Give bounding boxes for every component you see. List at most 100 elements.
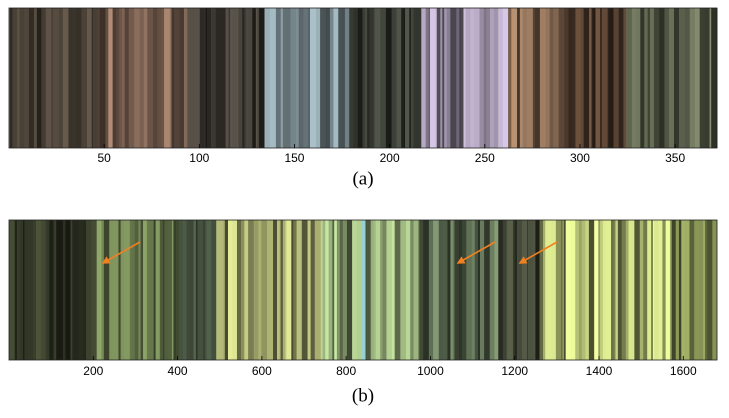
stripe — [440, 8, 443, 148]
image-frame — [8, 7, 718, 149]
stripe — [532, 220, 536, 360]
stripe — [212, 220, 217, 360]
stripe — [138, 220, 141, 360]
stripe — [493, 8, 499, 148]
panel: 200 400 600 800 1000 1200 1400 1600 (b) — [8, 219, 718, 406]
stripe — [12, 8, 18, 148]
stripe — [434, 8, 438, 148]
stripe — [540, 220, 544, 360]
stripe — [601, 8, 608, 148]
stripe — [598, 220, 600, 360]
stripe — [205, 8, 208, 148]
stripe — [157, 8, 162, 148]
stripe — [425, 8, 429, 148]
stripe — [83, 220, 87, 360]
stripe — [562, 220, 564, 360]
stripe — [17, 220, 21, 360]
stripe — [195, 220, 198, 360]
stripe — [24, 8, 30, 148]
stripe — [653, 8, 660, 148]
stripe — [285, 220, 287, 360]
stripe — [611, 220, 615, 360]
stripe — [248, 220, 250, 360]
stripe — [613, 8, 619, 148]
stripe — [447, 220, 451, 360]
stripe — [654, 220, 659, 360]
stripe — [242, 8, 245, 148]
stripe — [699, 8, 706, 148]
stripe — [595, 8, 601, 148]
stripe — [500, 220, 504, 360]
stripe — [101, 220, 105, 360]
stripe — [528, 220, 533, 360]
stripe — [96, 8, 101, 148]
stripe — [119, 8, 123, 148]
stripe — [91, 220, 97, 360]
stripe — [302, 220, 308, 360]
stripe — [298, 8, 304, 148]
stripe — [651, 220, 654, 360]
stripe — [466, 220, 473, 360]
stripe — [303, 8, 309, 148]
stripe — [689, 8, 696, 148]
stripe — [695, 8, 701, 148]
stripe — [446, 8, 451, 148]
stripe — [238, 8, 243, 148]
stripe — [278, 220, 281, 360]
stripe — [616, 220, 618, 360]
stripe — [310, 220, 316, 360]
panels: 50 100 150 200 250 300 350 (a) 200 400 600 800 1000 1… — [8, 7, 718, 406]
stripe — [249, 220, 253, 360]
stripe — [402, 8, 404, 148]
x-tick-label: 150 — [284, 151, 304, 165]
stripe — [618, 8, 624, 148]
stripe — [504, 220, 507, 360]
stripe — [631, 8, 637, 148]
stripe — [109, 220, 114, 360]
stripe — [332, 220, 335, 360]
stripe — [684, 8, 691, 148]
stripe — [386, 220, 393, 360]
stripe — [91, 8, 94, 148]
stripe — [96, 220, 102, 360]
stripe — [46, 220, 50, 360]
stripe — [704, 8, 710, 148]
stripe — [444, 220, 448, 360]
stripe — [254, 220, 259, 360]
stripe — [344, 8, 350, 148]
stripe — [675, 220, 680, 360]
stripe — [539, 220, 541, 360]
stripe — [465, 8, 471, 148]
stripe — [269, 8, 277, 148]
stripe — [628, 220, 635, 360]
stripe — [558, 8, 565, 148]
stripe — [471, 220, 476, 360]
stripe — [375, 8, 381, 148]
stripe — [247, 8, 253, 148]
stripe — [315, 8, 321, 148]
stripe — [511, 8, 518, 148]
stripe — [244, 8, 247, 148]
stripe — [712, 220, 718, 360]
stripe — [401, 8, 403, 148]
stripe — [357, 8, 363, 148]
stripe — [532, 8, 536, 148]
stripe — [40, 220, 46, 360]
stripe — [277, 220, 279, 360]
stripe — [295, 8, 300, 148]
stripe — [705, 220, 708, 360]
stripe — [365, 8, 368, 148]
stripe — [391, 8, 397, 148]
stripe — [450, 220, 454, 360]
stripe — [87, 8, 93, 148]
stripe — [52, 220, 55, 360]
stripe — [607, 8, 610, 148]
stripe — [53, 8, 59, 148]
stripe — [65, 220, 71, 360]
stripe — [34, 8, 38, 148]
stripe — [51, 8, 54, 148]
stripe — [382, 220, 387, 360]
stripe — [645, 8, 648, 148]
stripe — [643, 220, 648, 360]
